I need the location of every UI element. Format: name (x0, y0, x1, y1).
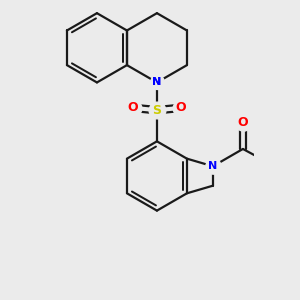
Text: O: O (176, 101, 187, 114)
Text: O: O (128, 101, 138, 114)
Text: N: N (152, 77, 162, 88)
Text: O: O (238, 116, 248, 130)
Text: N: N (152, 77, 162, 88)
Text: S: S (152, 104, 161, 117)
Text: N: N (208, 161, 218, 171)
